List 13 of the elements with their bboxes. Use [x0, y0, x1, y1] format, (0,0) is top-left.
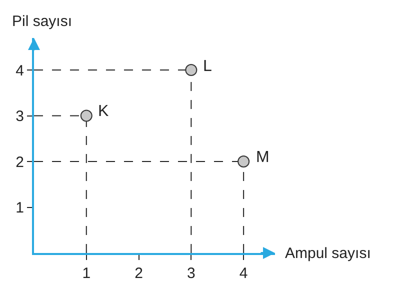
- y-tick-label: 2: [16, 154, 24, 171]
- x-tick-label: 3: [187, 265, 196, 282]
- y-axis-title: Pil sayısı: [12, 13, 72, 30]
- x-tick-label: 2: [134, 265, 143, 282]
- x-axis-title: Ampul sayısı: [285, 245, 371, 262]
- y-tick-label: 3: [16, 108, 24, 126]
- annotation: K: [98, 103, 109, 120]
- x-tick-label: 1: [82, 265, 91, 282]
- x-tick-label: 4: [239, 265, 248, 282]
- annotation: L: [203, 58, 212, 75]
- annotation: M: [256, 149, 270, 166]
- y-tick-label: 1: [16, 200, 24, 217]
- y-tick-label: 4: [16, 62, 24, 80]
